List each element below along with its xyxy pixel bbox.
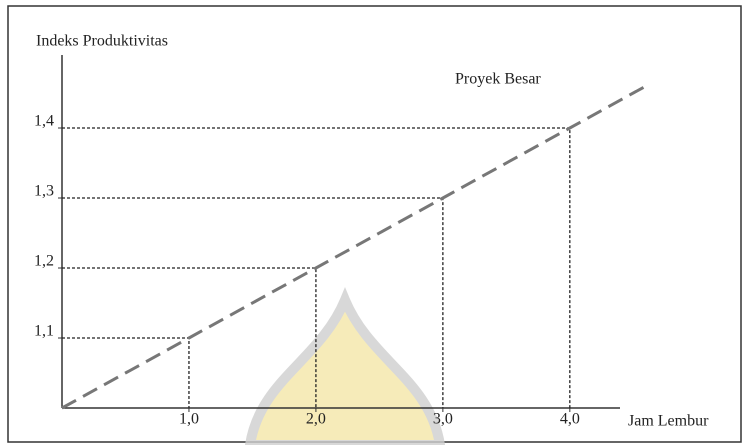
annotation: Proyek Besar	[455, 71, 541, 88]
x-tick-label: 2,0	[306, 411, 326, 428]
y-tick-label: 1,2	[34, 253, 54, 270]
x-tick-label: 1,0	[179, 411, 199, 428]
x-axis-title: Jam Lembur	[628, 413, 709, 430]
x-tick-label: 3,0	[433, 411, 453, 428]
y-axis-title: Indeks Produktivitas	[36, 33, 168, 50]
y-tick-label: 1,3	[34, 183, 54, 200]
x-tick-label: 4,0	[560, 411, 580, 428]
y-tick-label: 1,1	[34, 323, 54, 340]
chart: Indeks Produktivitas Jam Lembur Proyek B…	[0, 0, 749, 445]
y-tick-label: 1,4	[34, 113, 54, 130]
